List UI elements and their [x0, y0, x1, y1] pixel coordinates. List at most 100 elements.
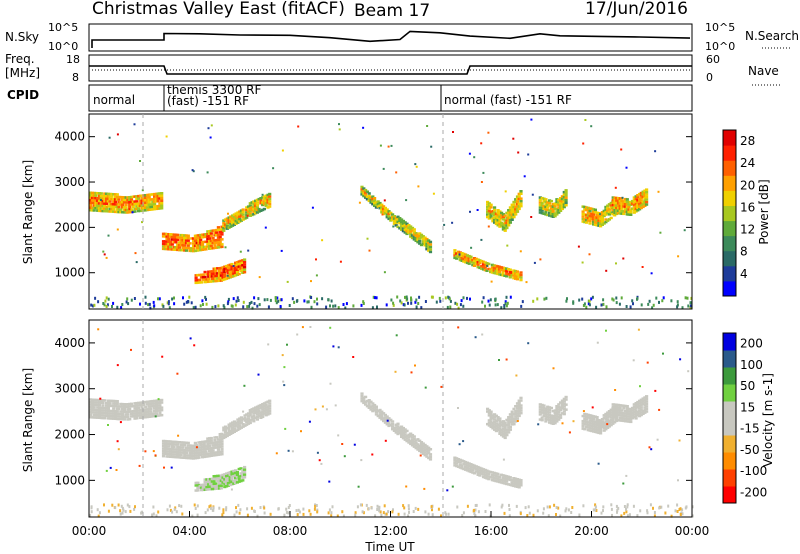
velocity-scatter-dot [330, 514, 333, 518]
power-cell [124, 211, 128, 214]
velocity-cell [629, 408, 633, 411]
power-cell [234, 214, 238, 218]
power-cell [208, 272, 213, 276]
nsearch-tick-bottom: 10^0 [705, 40, 735, 53]
velocity-cell [133, 409, 137, 413]
velocity-cell [643, 403, 647, 407]
velocity-scatter-dot [119, 512, 122, 516]
power-cell [219, 274, 223, 277]
power-cell [231, 219, 235, 222]
velocity-colorbar-swatch [723, 469, 736, 487]
velocity-cell [161, 442, 166, 445]
velocity-cell [517, 409, 521, 413]
power-cell [611, 198, 615, 202]
power-cell [92, 196, 96, 200]
power-cell [172, 240, 176, 244]
power-cell [604, 210, 608, 214]
velocity-cell [611, 415, 615, 419]
velocity-cell [174, 450, 178, 454]
power-sparse-dot [387, 145, 390, 148]
velocity-cell [517, 478, 521, 481]
power-cell [634, 197, 638, 201]
velocity-cell [595, 421, 599, 424]
beam-label: Beam 17 [354, 1, 430, 21]
power-cell [412, 233, 416, 236]
power-cell [501, 213, 505, 216]
velocity-cell [394, 431, 398, 434]
power-cell [236, 211, 240, 214]
velocity-cell [103, 416, 107, 420]
power-cell [425, 240, 429, 243]
velocity-cell [394, 426, 398, 429]
velocity-cell [194, 489, 198, 492]
power-cell [183, 246, 187, 250]
power-cell [380, 211, 384, 214]
power-cell [551, 203, 555, 206]
xtick-label: 00:00 [72, 524, 107, 538]
velocity-cell [616, 413, 621, 417]
velocity-cell [396, 427, 400, 431]
velocity-xlabel: Time UT [364, 540, 415, 554]
velocity-cell [493, 423, 497, 426]
power-cell [264, 194, 268, 197]
power-scatter-dot [280, 298, 283, 302]
velocity-cell [211, 454, 215, 457]
velocity-cell [460, 467, 464, 470]
power-scatter-dot [321, 297, 324, 301]
velocity-cell [492, 471, 496, 475]
velocity-cell [174, 443, 178, 446]
power-cell [538, 208, 542, 212]
velocity-cell [586, 413, 590, 417]
velocity-cell [216, 453, 220, 456]
power-cell [515, 210, 520, 213]
velocity-cell [179, 443, 183, 447]
velocity-cell [209, 454, 213, 457]
velocity-sparse-dot [568, 431, 571, 434]
velocity-cell [469, 468, 473, 471]
power-cell [229, 225, 233, 228]
velocity-scatter-dot [431, 513, 434, 517]
velocity-ytick-label: 3000 [54, 382, 85, 396]
velocity-cell [223, 480, 227, 484]
velocity-scatter-dot [114, 506, 117, 510]
velocity-cell [505, 418, 509, 422]
velocity-cell [172, 448, 176, 451]
power-cell [508, 218, 512, 222]
power-cell [407, 224, 411, 227]
power-sparse-dot [599, 213, 601, 216]
power-scatter-dot [605, 305, 608, 309]
power-cell [121, 196, 125, 199]
power-cell [165, 237, 169, 241]
power-cell [199, 246, 203, 249]
power-cell [105, 192, 109, 195]
power-cell [392, 215, 396, 218]
power-cell [604, 218, 608, 221]
velocity-cell [215, 453, 219, 457]
velocity-cell [559, 413, 563, 417]
power-cell [108, 197, 112, 201]
power-cell [425, 245, 429, 248]
power-cell [376, 202, 380, 206]
power-sparse-dot [224, 246, 227, 249]
velocity-colorbar-tick: -50 [740, 443, 760, 457]
power-cell [255, 201, 259, 204]
velocity-cell [119, 417, 123, 421]
velocity-scatter-dot [376, 508, 379, 511]
power-scatter-dot [293, 300, 296, 304]
velocity-cell [383, 413, 387, 417]
power-scatter-dot [689, 304, 692, 308]
power-scatter-dot [112, 301, 115, 305]
power-cell [220, 230, 224, 234]
power-cell [600, 221, 604, 224]
power-cell [266, 196, 270, 199]
velocity-cell [505, 482, 509, 486]
power-cell [592, 210, 596, 214]
velocity-cell [611, 419, 615, 423]
power-cell [487, 202, 491, 205]
velocity-cell [383, 418, 387, 422]
velocity-scatter-dot [508, 514, 511, 518]
power-cell [262, 195, 266, 198]
velocity-cell [226, 474, 230, 477]
velocity-cell [562, 400, 566, 403]
power-cell [266, 193, 270, 197]
